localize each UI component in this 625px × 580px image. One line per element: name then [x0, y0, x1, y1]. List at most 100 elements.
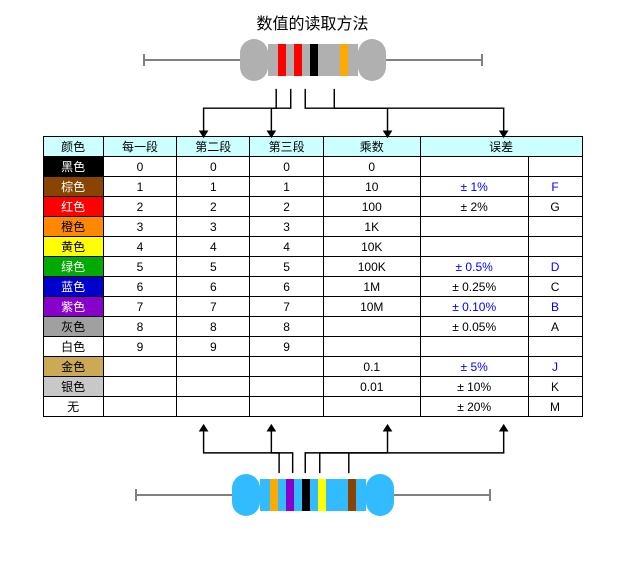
tolerance-cell: [420, 237, 528, 257]
table-cell: [177, 397, 250, 417]
table-cell: 2: [103, 197, 176, 217]
color-name-cell: 橙色: [43, 217, 103, 237]
bottom-arrows: [10, 421, 615, 469]
table-row: 白色999: [43, 337, 582, 357]
color-name-cell: 红色: [43, 197, 103, 217]
table-cell: [103, 377, 176, 397]
tolerance-cell: ± 0.25%: [420, 277, 528, 297]
resistor-band: [278, 44, 286, 76]
code-cell: [528, 337, 582, 357]
table-row: 黑色0000: [43, 157, 582, 177]
table-row: 银色0.01± 10%K: [43, 377, 582, 397]
table-cell: [177, 377, 250, 397]
table-cell: 0: [323, 157, 420, 177]
tolerance-cell: ± 0.10%: [420, 297, 528, 317]
table-row: 金色0.1± 5%J: [43, 357, 582, 377]
table-cell: [103, 357, 176, 377]
table-cell: 100: [323, 197, 420, 217]
table-cell: 5: [177, 257, 250, 277]
tolerance-cell: ± 0.5%: [420, 257, 528, 277]
table-cell: 1K: [323, 217, 420, 237]
code-cell: B: [528, 297, 582, 317]
table-row: 绿色555100K± 0.5%D: [43, 257, 582, 277]
table-row: 紫色77710M± 0.10%B: [43, 297, 582, 317]
table-row: 无 ± 20%M: [43, 397, 582, 417]
table-row: 橙色3331K: [43, 217, 582, 237]
table-cell: 1: [250, 177, 323, 197]
table-row: 棕色11110± 1%F: [43, 177, 582, 197]
table-cell: 10M: [323, 297, 420, 317]
color-name-cell: 黄色: [43, 237, 103, 257]
table-cell: 3: [250, 217, 323, 237]
resistor-band: [348, 479, 356, 511]
color-name-cell: 蓝色: [43, 277, 103, 297]
resistor-band: [318, 479, 326, 511]
table-cell: [250, 357, 323, 377]
table-row: 黄色44410K: [43, 237, 582, 257]
code-cell: K: [528, 377, 582, 397]
table-cell: 4: [103, 237, 176, 257]
tolerance-cell: ± 1%: [420, 177, 528, 197]
table-cell: [323, 317, 420, 337]
code-cell: [528, 217, 582, 237]
table-cell: [323, 397, 420, 417]
table-cell: 10: [323, 177, 420, 197]
tolerance-cell: ± 20%: [420, 397, 528, 417]
table-cell: 1M: [323, 277, 420, 297]
code-cell: J: [528, 357, 582, 377]
code-cell: [528, 157, 582, 177]
code-cell: C: [528, 277, 582, 297]
tolerance-cell: ± 5%: [420, 357, 528, 377]
top-resistor: [10, 39, 615, 81]
table-cell: 5: [250, 257, 323, 277]
tolerance-cell: [420, 217, 528, 237]
table-cell: 1: [103, 177, 176, 197]
table-cell: 6: [103, 277, 176, 297]
table-cell: 2: [250, 197, 323, 217]
code-cell: D: [528, 257, 582, 277]
code-cell: G: [528, 197, 582, 217]
resistor-band: [310, 44, 318, 76]
table-cell: 9: [177, 337, 250, 357]
table-cell: 7: [177, 297, 250, 317]
tolerance-cell: ± 10%: [420, 377, 528, 397]
table-cell: 8: [250, 317, 323, 337]
table-cell: 7: [103, 297, 176, 317]
color-name-cell: 银色: [43, 377, 103, 397]
table-cell: [323, 337, 420, 357]
color-name-cell: 绿色: [43, 257, 103, 277]
table-cell: 2: [177, 197, 250, 217]
table-cell: 3: [103, 217, 176, 237]
resistor-band: [302, 479, 310, 511]
code-cell: M: [528, 397, 582, 417]
table-cell: 4: [250, 237, 323, 257]
color-name-cell: 白色: [43, 337, 103, 357]
table-cell: 8: [177, 317, 250, 337]
table-cell: 3: [177, 217, 250, 237]
table-cell: 6: [177, 277, 250, 297]
tolerance-cell: [420, 157, 528, 177]
bottom-resistor: [10, 474, 615, 516]
table-cell: 5: [103, 257, 176, 277]
table-cell: [103, 397, 176, 417]
color-name-cell: 无: [43, 397, 103, 417]
table-cell: 10K: [323, 237, 420, 257]
code-cell: F: [528, 177, 582, 197]
resistor-band: [340, 44, 348, 76]
color-code-table: 颜色每一段第二段第三段乘数误差黑色0000棕色11110± 1%F红色22210…: [43, 136, 583, 417]
resistor-band: [270, 479, 278, 511]
tolerance-cell: [420, 337, 528, 357]
table-cell: 6: [250, 277, 323, 297]
resistor-band: [286, 479, 294, 511]
table-cell: 7: [250, 297, 323, 317]
table-row: 蓝色6661M± 0.25%C: [43, 277, 582, 297]
tolerance-cell: ± 0.05%: [420, 317, 528, 337]
top-arrows: [10, 86, 615, 134]
color-name-cell: 紫色: [43, 297, 103, 317]
color-name-cell: 灰色: [43, 317, 103, 337]
table-row: 红色222100± 2%G: [43, 197, 582, 217]
table-cell: 0: [103, 157, 176, 177]
table-cell: 4: [177, 237, 250, 257]
tolerance-cell: ± 2%: [420, 197, 528, 217]
table-cell: 1: [177, 177, 250, 197]
